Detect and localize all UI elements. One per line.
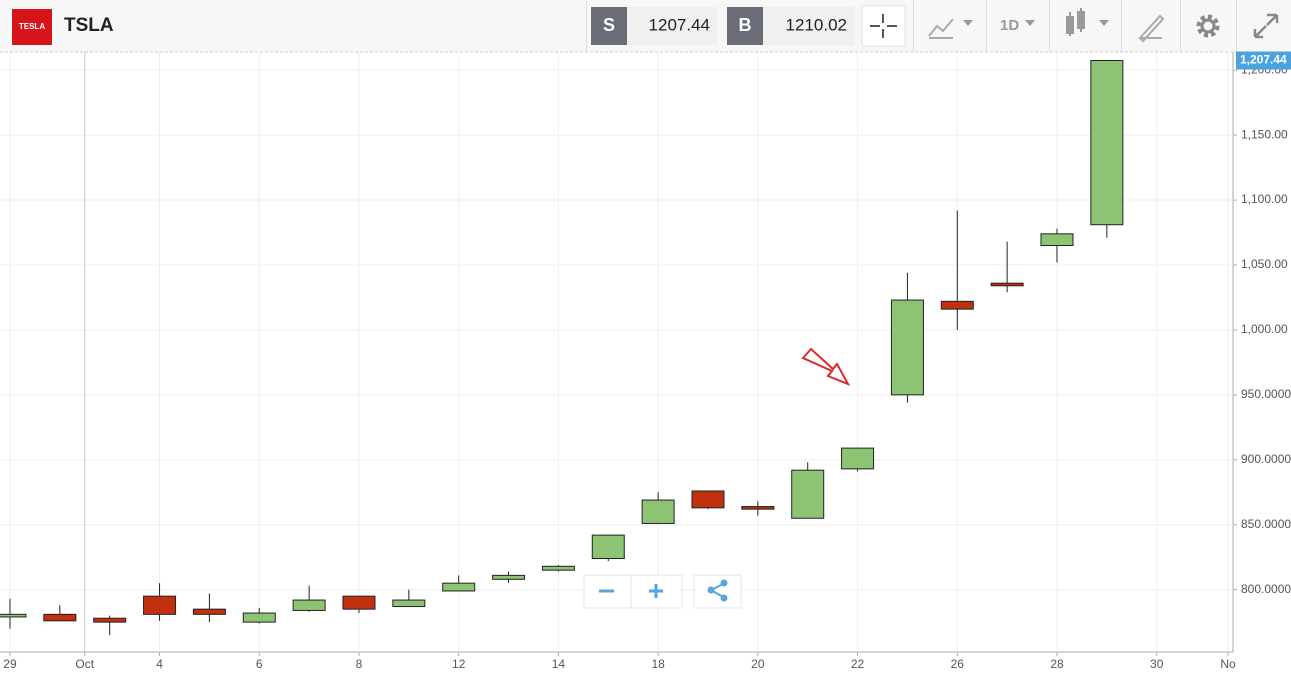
candle-body bbox=[691, 490, 725, 509]
separator bbox=[986, 0, 987, 52]
sell-button[interactable] bbox=[591, 7, 627, 45]
sell-price[interactable]: 1207.44 bbox=[649, 15, 710, 34]
candles-icon[interactable] bbox=[1066, 8, 1085, 36]
dropdown-caret[interactable] bbox=[1099, 20, 1109, 26]
y-tick-label: 850.0000 bbox=[1241, 517, 1291, 531]
x-tick-label: 28 bbox=[1050, 657, 1064, 671]
candle-body bbox=[93, 617, 127, 623]
share-icon-dot[interactable] bbox=[720, 579, 728, 587]
y-tick-label: 800.0000 bbox=[1241, 582, 1291, 596]
candle-body bbox=[641, 499, 675, 524]
share-button[interactable] bbox=[693, 574, 742, 609]
x-tick-label: 30 bbox=[1150, 657, 1164, 671]
buy-price[interactable]: 1210.02 bbox=[786, 15, 847, 34]
candle-body bbox=[841, 447, 875, 470]
x-tick-label: 20 bbox=[751, 657, 765, 671]
candle-body bbox=[990, 282, 1024, 287]
buy-button[interactable] bbox=[727, 7, 763, 45]
logo-text: TESLA bbox=[19, 22, 45, 31]
x-tick-label: 12 bbox=[452, 657, 466, 671]
interval[interactable]: 1D bbox=[1000, 17, 1019, 34]
y-tick-label: 1,100.00 bbox=[1241, 192, 1288, 206]
candle-body bbox=[492, 574, 526, 580]
crosshair-icon bbox=[870, 14, 897, 38]
logo bbox=[12, 9, 52, 45]
crosshair-button[interactable] bbox=[861, 5, 906, 47]
candle-body bbox=[143, 595, 177, 615]
sell-label[interactable]: S bbox=[603, 15, 615, 35]
candle-body bbox=[1090, 60, 1124, 226]
expand-icon[interactable] bbox=[1253, 13, 1279, 39]
sell-price-box[interactable] bbox=[627, 7, 718, 45]
candle-body bbox=[1040, 233, 1074, 247]
draw-icon[interactable] bbox=[1138, 14, 1165, 43]
dropdown-caret[interactable] bbox=[963, 20, 973, 26]
x-tick-label: 4 bbox=[156, 657, 163, 671]
x-tick-label: Oct bbox=[75, 657, 94, 671]
candle-body bbox=[392, 599, 426, 608]
candle-body bbox=[591, 534, 625, 559]
candle-body bbox=[342, 595, 376, 610]
symbol: TSLA bbox=[64, 15, 114, 36]
separator bbox=[1049, 0, 1050, 52]
x-tick-label: 26 bbox=[951, 657, 965, 671]
last-price-label: 1,207.44 bbox=[1240, 53, 1287, 67]
buy-price-box[interactable] bbox=[763, 7, 855, 45]
x-tick-label: 29 bbox=[3, 657, 17, 671]
plot: 800.0000 850.0000 900.0000 950.0000 1,000.00… bbox=[0, 51, 1291, 671]
x-tick-label: 6 bbox=[256, 657, 263, 671]
zoom-in[interactable] bbox=[649, 584, 663, 598]
candle-body bbox=[791, 469, 825, 519]
candle-body bbox=[940, 300, 974, 310]
candle-body bbox=[43, 613, 77, 622]
candle-body bbox=[541, 565, 575, 571]
separator bbox=[1180, 0, 1181, 52]
dropdown-caret[interactable] bbox=[1025, 20, 1035, 26]
y-tick-label: 1,000.00 bbox=[1241, 322, 1288, 336]
share-icon-dot[interactable] bbox=[707, 586, 715, 594]
candle-body bbox=[890, 299, 924, 396]
chart-type-icon[interactable] bbox=[928, 18, 954, 39]
share-icon-dot[interactable] bbox=[720, 594, 728, 602]
separator bbox=[586, 0, 587, 52]
x-tick-label: 18 bbox=[651, 657, 665, 671]
separator bbox=[1121, 0, 1122, 52]
y-tick-label: 1,050.00 bbox=[1241, 257, 1288, 271]
settings-icon[interactable] bbox=[1196, 14, 1220, 38]
separator bbox=[1236, 0, 1237, 52]
candle-body bbox=[442, 582, 476, 592]
annotation-arrow bbox=[801, 347, 851, 386]
x-tick-label: 14 bbox=[552, 657, 566, 671]
last-price-tag bbox=[1236, 51, 1291, 70]
x-tick-label: 8 bbox=[356, 657, 363, 671]
candle-body bbox=[741, 506, 775, 510]
candle-body bbox=[192, 608, 226, 615]
y-tick-label: 1,150.00 bbox=[1241, 127, 1288, 141]
x-tick-label: 22 bbox=[851, 657, 865, 671]
candle-body bbox=[0, 613, 27, 618]
candle-body bbox=[242, 612, 276, 623]
candle-body bbox=[292, 599, 326, 611]
settings-icon-core[interactable] bbox=[1200, 18, 1216, 34]
separator bbox=[913, 0, 914, 52]
y-tick-label: 900.0000 bbox=[1241, 452, 1291, 466]
x-tick-label: No bbox=[1220, 657, 1236, 671]
y-tick-label: 950.0000 bbox=[1241, 387, 1291, 401]
zoom-control bbox=[583, 574, 683, 609]
buy-label[interactable]: B bbox=[739, 15, 752, 35]
